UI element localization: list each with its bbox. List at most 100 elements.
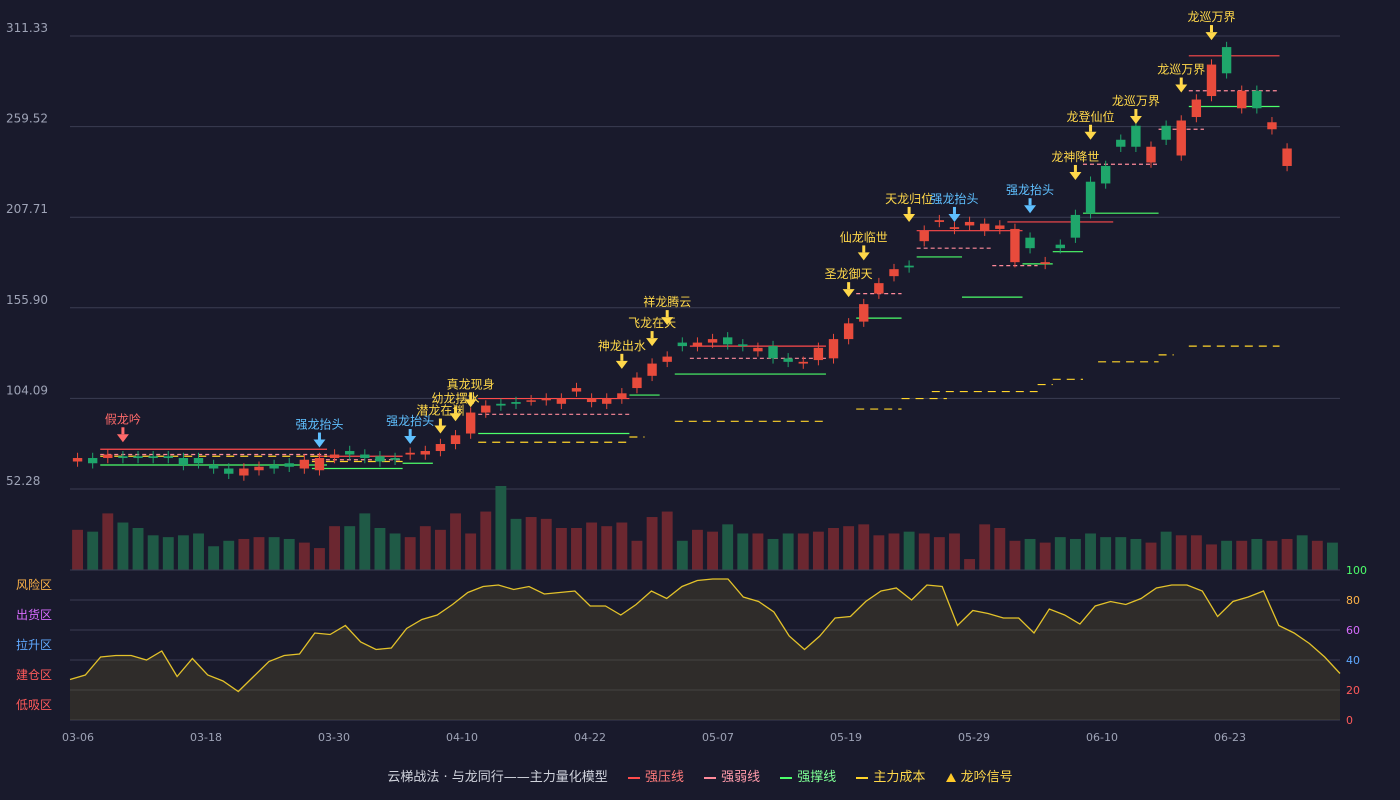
candle-body (1100, 165, 1111, 184)
volume-bar (359, 513, 371, 570)
candle-body (224, 468, 234, 474)
volume-bar (601, 526, 613, 570)
candle-body (1252, 90, 1262, 109)
candle-body (390, 458, 400, 460)
volume-bar (329, 526, 341, 570)
legend-item-strong-pressure[interactable]: 强压线 (627, 766, 684, 785)
volume-bar (828, 528, 839, 570)
volume-bars (72, 486, 1338, 570)
signal-label: 强龙抬头 (1006, 183, 1054, 197)
grid (70, 35, 1340, 490)
candle-body (269, 465, 279, 469)
candle-body (208, 465, 219, 469)
volume-bar (1039, 542, 1051, 570)
volume-bar (1236, 540, 1248, 570)
volume-bar (903, 531, 915, 570)
risk-tick-label: 80 (1346, 594, 1360, 607)
signal-arrow-icon (116, 434, 129, 443)
signal-arrow-stem (1028, 198, 1032, 206)
signal-label: 祥龙腾云 (643, 294, 691, 309)
candle-body (768, 346, 778, 359)
volume-bar (586, 522, 598, 570)
signal-arrow-icon (615, 360, 628, 369)
legend-label: 强撑线 (797, 770, 837, 785)
candle-body (1191, 99, 1202, 118)
risk-zone-label: 低吸区 (16, 698, 52, 712)
candle-body (405, 452, 415, 455)
candle-body (828, 339, 839, 359)
candle-body (753, 347, 763, 352)
candle-body (360, 454, 370, 459)
signal-arrow-icon (1084, 131, 1097, 140)
y-tick-label: 207.71 (6, 202, 48, 216)
candle-body (1176, 120, 1186, 156)
legend-item-strong-weak[interactable]: 强弱线 (704, 766, 760, 785)
signal-label: 天龙归位 (885, 191, 933, 206)
volume-bar (979, 524, 991, 570)
candle-body (239, 468, 249, 476)
signal-label: 神龙出水 (598, 339, 646, 353)
signal-arrow-icon (1205, 32, 1218, 41)
volume-bar (1251, 538, 1263, 570)
volume-bar (268, 537, 280, 570)
signal-arrow-icon (313, 439, 326, 448)
candle-body (738, 344, 748, 347)
candle-body (345, 451, 355, 455)
legend-item-main-cost[interactable]: 主力成本 (856, 766, 925, 785)
candle-body (556, 398, 567, 404)
volume-bar (843, 526, 855, 570)
volume-bar (873, 535, 885, 570)
risk-tick-label: 0 (1346, 714, 1353, 727)
x-tick-label: 05-29 (958, 731, 990, 744)
legend-label: 强弱线 (721, 770, 761, 785)
legend-item-strong-support[interactable]: 强撑线 (780, 766, 836, 785)
signal-arrow-stem (847, 282, 851, 290)
signal-arrow-stem (620, 353, 624, 361)
candle-body (541, 398, 551, 401)
candle-body (1146, 146, 1156, 163)
volume-bar (782, 533, 794, 570)
signal-arrow-stem (650, 331, 654, 339)
volume-bar (1100, 537, 1112, 570)
level-lines (100, 55, 1280, 470)
candle-body (511, 402, 521, 404)
risk-line (69, 578, 1341, 693)
volume-bar (1266, 540, 1278, 570)
x-tick-label: 04-10 (446, 731, 478, 744)
legend-item-dragon-signal[interactable]: 龙吟信号 (945, 766, 1013, 785)
volume-bar (480, 511, 492, 570)
volume-bar (1085, 533, 1096, 570)
volume-bar (208, 546, 220, 570)
y-tick-label: 311.33 (6, 21, 48, 35)
candle-body (526, 400, 536, 402)
risk-tick-label: 40 (1346, 654, 1360, 667)
signal-arrow-icon (464, 399, 477, 408)
volume-bar (949, 533, 960, 570)
candle-body (420, 451, 430, 455)
signal-arrow-stem (454, 406, 458, 414)
candle-body (692, 342, 703, 347)
signal-arrow-stem (317, 432, 321, 440)
candle-body (118, 456, 128, 459)
volume-bar (540, 518, 552, 570)
candle-body (299, 459, 310, 469)
volume-bar (223, 540, 235, 570)
signal-arrow-icon (1129, 116, 1142, 125)
candle-body (632, 377, 642, 389)
risk-zone-label: 出货区 (16, 607, 52, 622)
candle-body (87, 458, 98, 464)
signal-label: 真龙现身 (447, 376, 495, 391)
y-tick-label: 155.90 (6, 293, 48, 307)
candle-body (707, 339, 718, 343)
volume-bar (510, 518, 522, 570)
volume-bar (691, 529, 703, 570)
signal-arrow-stem (121, 427, 125, 435)
volume-bar (1145, 542, 1157, 570)
signal-arrow-icon (857, 252, 870, 261)
volume-bar (1206, 544, 1217, 570)
volume-bar (495, 486, 507, 570)
volume-bar (767, 538, 779, 570)
volume-bar (132, 528, 144, 570)
candle-body (934, 220, 945, 222)
